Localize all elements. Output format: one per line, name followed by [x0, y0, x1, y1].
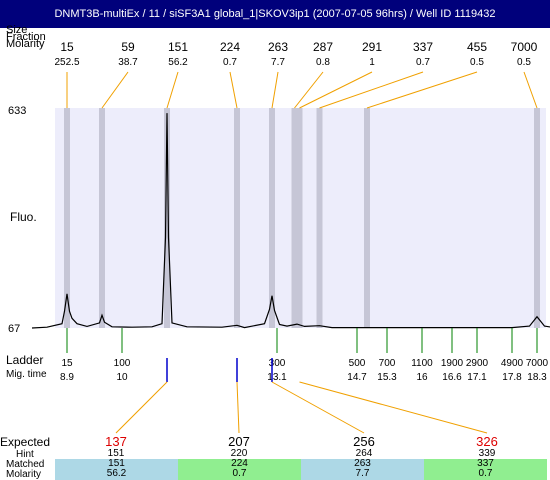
ladder-time-label: 16.6	[442, 372, 462, 383]
matched-value: 263	[354, 458, 371, 469]
peak-molarity-label: 0.7	[416, 57, 430, 68]
expected-value: 256	[353, 434, 375, 449]
ladder-time-label: 18.3	[527, 372, 547, 383]
matched-cell-bg	[178, 459, 301, 480]
molarity-value: 0.7	[232, 468, 247, 479]
matched-cell-bg	[424, 459, 547, 480]
peak-size-label: 15	[60, 40, 74, 54]
expected-connector-line	[299, 381, 488, 434]
y-min-label: 67	[8, 323, 21, 335]
matched-cell-bg	[55, 459, 178, 480]
molarity-value: 7.7	[355, 468, 370, 479]
ladder-size-label: 1100	[411, 358, 433, 369]
peak-molarity-label: 7.7	[271, 57, 285, 68]
header-fraction-label: Fraction	[6, 31, 46, 43]
peak-band	[364, 108, 370, 328]
ladder-size-label: 1900	[441, 358, 464, 369]
ladder-size-label: 700	[379, 358, 396, 369]
mig-time-label: Mig. time	[6, 369, 47, 380]
peak-size-label: 291	[362, 40, 382, 54]
hint-label: Hint	[16, 449, 34, 460]
ladder-time-label: 17.1	[467, 372, 487, 383]
ladder-size-label: 300	[269, 358, 286, 369]
hint-value: 151	[107, 448, 125, 459]
hint-value: 339	[478, 448, 496, 459]
peak-connector-line	[366, 71, 478, 109]
peak-size-label: 337	[413, 40, 433, 54]
peak-size-label: 455	[467, 40, 487, 54]
peak-connector-line	[229, 71, 238, 109]
peak-size-label: 224	[220, 40, 240, 54]
ladder-size-label: 4900	[501, 358, 524, 369]
hint-value: 264	[355, 448, 373, 459]
y-max-label: 633	[8, 105, 27, 117]
ladder-time-label: 16	[416, 372, 428, 383]
y-axis-label: Fluo.	[10, 210, 37, 224]
matched-value: 224	[231, 458, 248, 469]
peak-molarity-label: 38.7	[118, 57, 138, 68]
molarity-label: Molarity	[6, 469, 42, 480]
matched-value: 151	[108, 458, 125, 469]
peak-molarity-label: 0.5	[517, 57, 531, 68]
peak-size-label: 7000	[511, 40, 538, 54]
expected-label: Expected	[0, 435, 51, 449]
ladder-size-label: 7000	[526, 358, 549, 369]
peak-band	[291, 108, 298, 328]
ladder-time-label: 14.7	[347, 372, 367, 383]
hint-value: 220	[230, 448, 248, 459]
peak-connector-line	[271, 71, 279, 109]
peak-molarity-label: 0.7	[223, 57, 237, 68]
peak-molarity-label: 1	[369, 57, 375, 68]
ladder-time-label: 13.1	[267, 372, 287, 383]
peak-size-label: 287	[313, 40, 333, 54]
peak-connector-line	[294, 71, 324, 109]
peak-band	[269, 108, 275, 328]
header-molarity-label: Molarity	[6, 38, 45, 50]
ladder-size-label: 2900	[466, 358, 489, 369]
peak-connector-line	[166, 71, 179, 109]
peak-size-label: 263	[268, 40, 288, 54]
ladder-time-label: 15.3	[377, 372, 397, 383]
peak-connector-line	[101, 71, 129, 109]
peak-band	[234, 108, 240, 328]
expected-value: 207	[228, 434, 250, 449]
peak-band	[64, 108, 70, 328]
peak-band	[534, 108, 540, 328]
ladder-size-label: 500	[349, 358, 366, 369]
peak-band	[164, 108, 170, 328]
molarity-value: 56.2	[106, 468, 127, 479]
ladder-time-label: 10	[116, 372, 128, 383]
ladder-time-label: 17.8	[502, 372, 522, 383]
peak-size-label: 151	[168, 40, 188, 54]
ladder-label: Ladder	[6, 353, 44, 367]
matched-label: Matched	[6, 459, 45, 470]
peak-connector-line	[523, 71, 538, 109]
peak-molarity-label: 0.5	[470, 57, 484, 68]
ladder-time-label: 8.9	[60, 372, 74, 383]
peak-connector-line	[319, 71, 424, 109]
peak-molarity-label: 0.8	[316, 57, 330, 68]
expected-connector-line	[115, 381, 168, 434]
matched-cell-bg	[301, 459, 424, 480]
ladder-size-label: 100	[114, 358, 131, 369]
peak-connector-line	[299, 71, 373, 109]
header-size-label: Size	[6, 24, 28, 36]
peak-band	[296, 108, 303, 328]
molarity-value: 0.7	[478, 468, 493, 479]
peak-molarity-label: 56.2	[168, 57, 188, 68]
ladder-size-label: 15	[61, 358, 73, 369]
chart-title: DNMT3B-multiEx / 11 / siSF3A1 global_1|S…	[0, 0, 550, 28]
expected-connector-line	[271, 381, 365, 434]
expected-value: 326	[476, 434, 498, 449]
electropherogram-trace	[31, 113, 550, 329]
expected-connector-line	[236, 381, 240, 434]
matched-value: 337	[477, 458, 494, 469]
peak-band	[99, 108, 105, 328]
peak-band	[316, 108, 323, 328]
expected-value: 137	[105, 434, 127, 449]
peak-molarity-label: 252.5	[54, 57, 79, 68]
peak-size-label: 59	[121, 40, 135, 54]
